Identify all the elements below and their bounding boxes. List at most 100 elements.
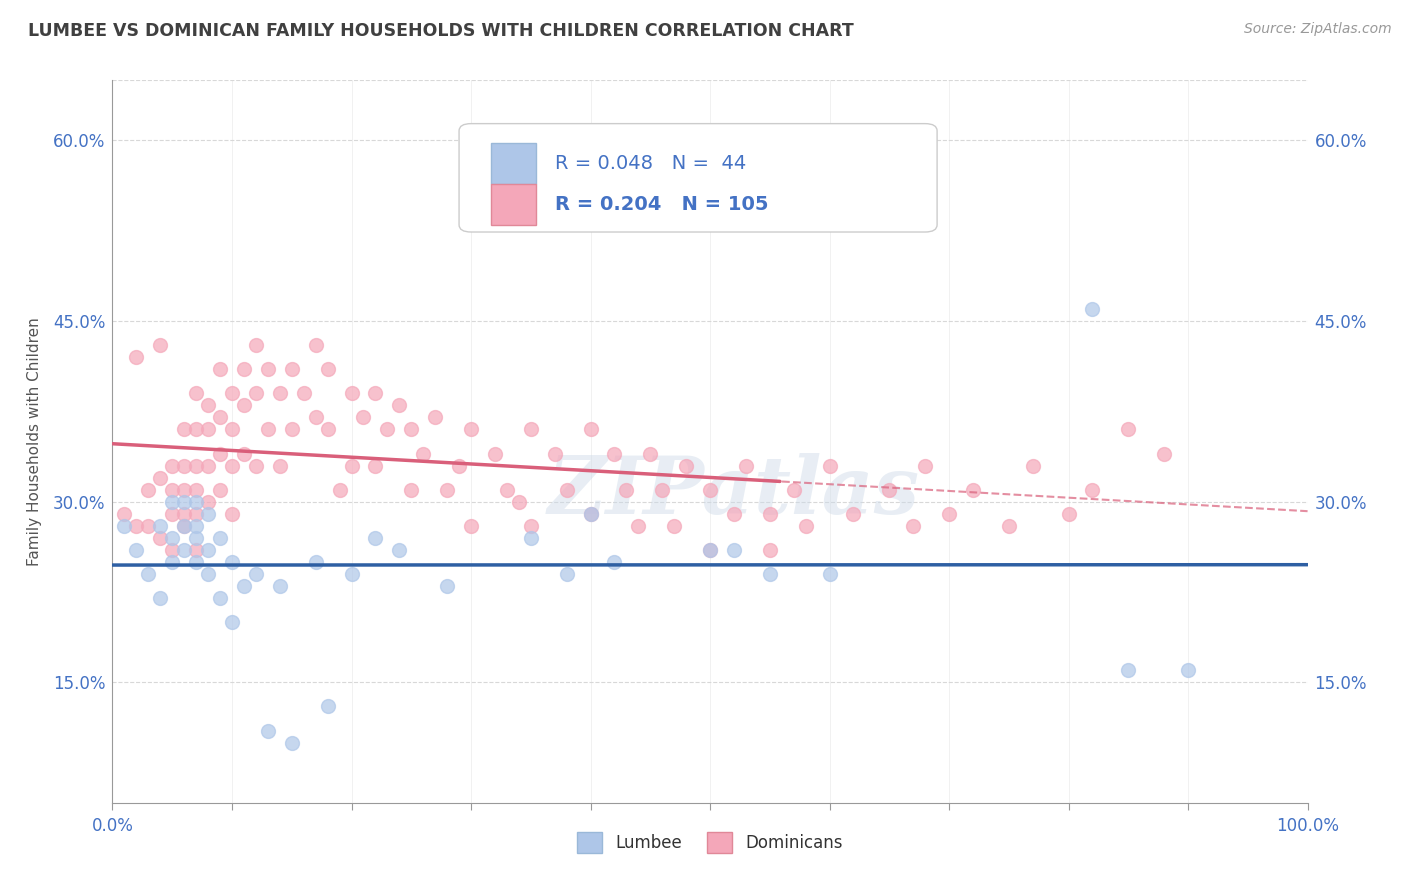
Point bbox=[818, 567, 841, 582]
Point bbox=[447, 458, 470, 473]
Point bbox=[149, 470, 172, 484]
Point bbox=[173, 518, 195, 533]
Point bbox=[125, 518, 148, 533]
Point bbox=[555, 483, 578, 497]
Point bbox=[364, 458, 387, 473]
Point bbox=[245, 386, 267, 401]
Point bbox=[221, 386, 243, 401]
Point bbox=[162, 542, 183, 557]
Point bbox=[138, 483, 160, 497]
FancyBboxPatch shape bbox=[491, 143, 536, 185]
Point bbox=[233, 398, 256, 412]
Point bbox=[603, 555, 626, 569]
Point bbox=[316, 362, 339, 376]
Point bbox=[579, 423, 602, 437]
Point bbox=[162, 494, 183, 508]
Point bbox=[879, 483, 901, 497]
Point bbox=[292, 386, 315, 401]
Point bbox=[903, 518, 925, 533]
Point bbox=[186, 494, 208, 508]
Text: R = 0.048   N =  44: R = 0.048 N = 44 bbox=[554, 154, 747, 173]
Point bbox=[759, 507, 782, 521]
Point bbox=[1177, 664, 1199, 678]
Point bbox=[209, 531, 232, 545]
Point bbox=[186, 423, 208, 437]
Point bbox=[209, 410, 232, 425]
Point bbox=[186, 555, 208, 569]
Point bbox=[257, 723, 280, 738]
Point bbox=[735, 458, 758, 473]
Point bbox=[149, 531, 172, 545]
Point bbox=[149, 338, 172, 352]
Point bbox=[245, 458, 267, 473]
Point bbox=[173, 483, 195, 497]
Point bbox=[938, 507, 960, 521]
Point bbox=[388, 398, 411, 412]
Point bbox=[209, 483, 232, 497]
Point bbox=[723, 542, 745, 557]
Point bbox=[364, 386, 387, 401]
Point bbox=[699, 483, 721, 497]
Point bbox=[125, 350, 148, 364]
Point bbox=[1081, 301, 1104, 316]
Point bbox=[173, 458, 195, 473]
Point bbox=[138, 567, 160, 582]
Point bbox=[257, 423, 280, 437]
Point bbox=[186, 531, 208, 545]
Point bbox=[699, 542, 721, 557]
Point bbox=[603, 446, 626, 460]
Point bbox=[759, 542, 782, 557]
Point bbox=[269, 458, 291, 473]
Point bbox=[543, 446, 565, 460]
FancyBboxPatch shape bbox=[458, 124, 938, 232]
Point bbox=[197, 398, 219, 412]
Point bbox=[316, 699, 339, 714]
Point bbox=[221, 507, 243, 521]
Point bbox=[1118, 423, 1140, 437]
Point bbox=[186, 542, 208, 557]
Point bbox=[675, 458, 697, 473]
Text: Source: ZipAtlas.com: Source: ZipAtlas.com bbox=[1244, 22, 1392, 37]
Point bbox=[149, 591, 172, 606]
Point bbox=[197, 507, 219, 521]
Point bbox=[269, 579, 291, 593]
Point bbox=[364, 531, 387, 545]
Point bbox=[186, 483, 208, 497]
Point bbox=[114, 507, 135, 521]
Point bbox=[257, 362, 280, 376]
Point bbox=[496, 483, 519, 497]
Point bbox=[162, 483, 183, 497]
Point bbox=[162, 531, 183, 545]
Point bbox=[233, 362, 256, 376]
Point bbox=[340, 386, 363, 401]
Point bbox=[508, 494, 530, 508]
Point bbox=[114, 518, 135, 533]
Point bbox=[197, 542, 219, 557]
Point bbox=[221, 555, 243, 569]
Point bbox=[149, 518, 172, 533]
Point bbox=[162, 555, 183, 569]
Point bbox=[520, 531, 543, 545]
Point bbox=[520, 423, 543, 437]
Point bbox=[281, 423, 304, 437]
Point bbox=[1022, 458, 1045, 473]
Point bbox=[782, 483, 804, 497]
Point bbox=[842, 507, 865, 521]
Point bbox=[221, 423, 243, 437]
Point bbox=[186, 518, 208, 533]
Point bbox=[664, 518, 686, 533]
Point bbox=[186, 507, 208, 521]
Point bbox=[281, 735, 304, 749]
Point bbox=[138, 518, 160, 533]
Point bbox=[197, 494, 219, 508]
Point bbox=[818, 458, 841, 473]
Point bbox=[388, 542, 411, 557]
Point bbox=[484, 446, 506, 460]
Point bbox=[412, 446, 434, 460]
Legend: Lumbee, Dominicans: Lumbee, Dominicans bbox=[571, 826, 849, 860]
Text: ZIPatlas: ZIPatlas bbox=[548, 453, 920, 531]
Point bbox=[759, 567, 782, 582]
Point bbox=[173, 494, 195, 508]
FancyBboxPatch shape bbox=[491, 184, 536, 225]
Point bbox=[520, 518, 543, 533]
